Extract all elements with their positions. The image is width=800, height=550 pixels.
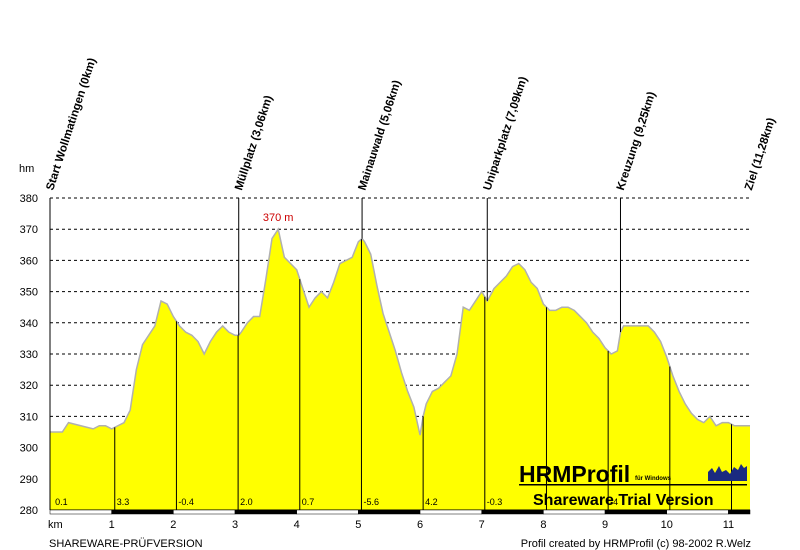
x-tick-label: 3 (232, 519, 238, 531)
gradient-label: 2.0 (240, 497, 253, 507)
gradient-label: 0.7 (302, 497, 315, 507)
distance-bar (49, 509, 751, 515)
y-tick-label: 380 (20, 193, 38, 205)
x-axis-label: km (48, 519, 63, 531)
x-tick-labels: 1 2 3 4 5 6 7 8 9 10 11 (109, 519, 735, 531)
km-lines (114, 239, 732, 510)
waypoint-lines (238, 198, 621, 336)
y-tick-label: 320 (20, 380, 38, 392)
brand-name: HRMProfil (519, 461, 630, 487)
y-tick-label: 360 (20, 255, 38, 267)
y-axis-label: hm (19, 163, 34, 175)
gradient-label: -5.6 (363, 497, 379, 507)
gradient-label: -0.3 (487, 497, 503, 507)
brand-sub: für Windows (635, 476, 672, 482)
elevation-outline (50, 227, 750, 436)
x-tick-label: 7 (479, 519, 485, 531)
branding-logo: HRMProfil für Windows Shareware Trial Ve… (519, 461, 747, 509)
x-tick-label: 4 (294, 519, 300, 531)
waypoint-label: Uniparkplatz (7,09km) (482, 75, 530, 192)
y-tick-labels: 280 290 300 310 320 330 340 350 360 370 380 (20, 193, 38, 517)
waypoint-label: Kreuzung (9,25km) (615, 90, 658, 192)
y-tick-label: 340 (20, 318, 38, 330)
distance-segment (234, 509, 297, 515)
footer-right: Profil created by HRMProfil (c) 98-2002 … (521, 538, 751, 550)
y-tick-label: 330 (20, 349, 38, 361)
gradient-label: -4 (610, 497, 618, 507)
x-tick-label: 6 (417, 519, 423, 531)
distance-segment (296, 509, 359, 515)
waypoint-label: Start Wollmatingen (0km) (44, 56, 98, 192)
distance-segment (728, 509, 751, 515)
distance-segment (481, 509, 544, 515)
distance-segment (111, 509, 174, 515)
distance-segment (358, 509, 421, 515)
waypoint-labels: Start Wollmatingen (0km) Müllplatz (3,06k… (44, 56, 777, 192)
brand-mini-profile-icon (708, 464, 747, 481)
y-tick-label: 280 (20, 505, 38, 517)
x-tick-label: 11 (723, 519, 734, 531)
brand-underline (519, 484, 747, 486)
peak-label: 370 m (263, 212, 294, 224)
x-tick-label: 1 (109, 519, 115, 531)
x-tick-label: 5 (355, 519, 361, 531)
y-tick-label: 290 (20, 474, 38, 486)
waypoint-label: Mainauwald (5,06km) (357, 79, 404, 192)
y-tick-label: 300 (20, 443, 38, 455)
footer-left: SHAREWARE-PRÜFVERSION (49, 538, 203, 550)
waypoint-label: Ziel (11,28km) (743, 116, 778, 192)
gradient-label: 3.3 (117, 497, 130, 507)
x-tick-label: 9 (602, 519, 608, 531)
gradient-labels: 0.1 3.3 -0.4 2.0 0.7 -5.6 4.2 -0.3 -4 (55, 497, 618, 507)
brand-trial-notice: Shareware Trial Version (533, 492, 714, 509)
y-tick-label: 310 (20, 411, 38, 423)
gradient-label: 4.2 (425, 497, 438, 507)
y-tick-label: 350 (20, 287, 38, 299)
distance-segment (419, 509, 482, 515)
distance-segment (543, 509, 606, 515)
x-tick-label: 8 (540, 519, 546, 531)
gradient-label: 0.1 (55, 497, 68, 507)
distance-segment (604, 509, 667, 515)
gradient-label: -0.4 (178, 497, 194, 507)
distance-segment (49, 509, 112, 515)
x-tick-label: 2 (170, 519, 176, 531)
distance-segment (173, 509, 236, 515)
waypoint-label: Müllplatz (3,06km) (233, 94, 275, 192)
x-tick-label: 10 (661, 519, 673, 531)
y-tick-label: 370 (20, 224, 38, 236)
distance-segment (666, 509, 729, 515)
